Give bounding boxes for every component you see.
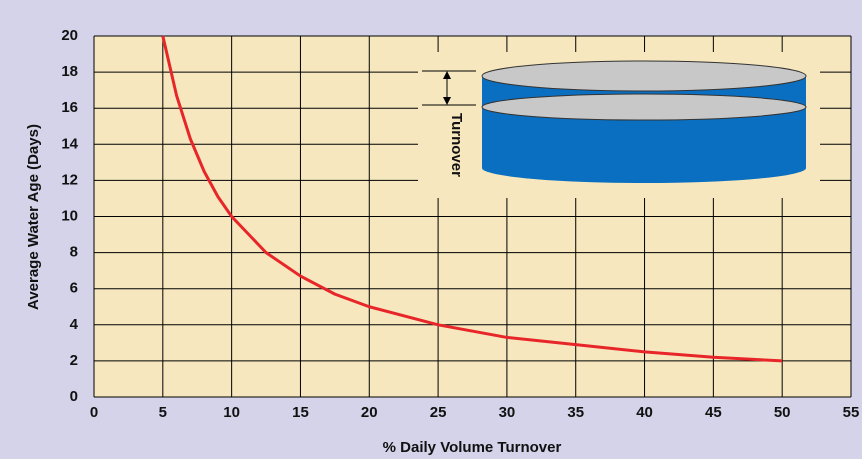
x-tick-label: 45	[705, 404, 722, 421]
x-tick-label: 40	[636, 404, 653, 421]
y-axis-label: Average Water Age (Days)	[25, 124, 42, 310]
data-line	[161, 35, 783, 363]
x-tick-label: 55	[843, 404, 860, 421]
x-tick-label: 30	[499, 404, 516, 421]
annotation: Turnover	[448, 113, 465, 177]
y-tick-label: 12	[61, 171, 78, 188]
x-tick-label: 20	[361, 404, 378, 421]
x-tick-label: 25	[430, 404, 447, 421]
y-tick-label: 20	[61, 27, 78, 44]
x-tick-label: 50	[774, 404, 791, 421]
x-tick-label: 5	[159, 404, 167, 421]
x-tick-label: 15	[292, 404, 309, 421]
marks	[161, 35, 783, 363]
x-axis-label: % Daily Volume Turnover	[383, 439, 562, 456]
x-tick-label: 0	[90, 404, 98, 421]
turnover-arrowheads	[443, 71, 451, 105]
y-tick-label: 18	[61, 63, 78, 80]
y-tick-label: 8	[70, 244, 78, 261]
tank-inset: Turnover	[418, 52, 820, 198]
y-tick-label: 10	[61, 207, 78, 224]
tank-water-level	[481, 93, 807, 121]
y-tick-label: 6	[70, 280, 78, 297]
y-tick-label: 16	[61, 99, 78, 116]
tank-top	[481, 60, 807, 92]
y-tick-label: 4	[70, 316, 79, 333]
y-tick-label: 14	[61, 135, 78, 152]
y-tick-label: 2	[70, 352, 78, 369]
x-tick-label: 35	[567, 404, 584, 421]
x-tick-label: 10	[223, 404, 240, 421]
tank-bottom	[482, 153, 806, 183]
y-tick-label: 0	[70, 388, 78, 405]
